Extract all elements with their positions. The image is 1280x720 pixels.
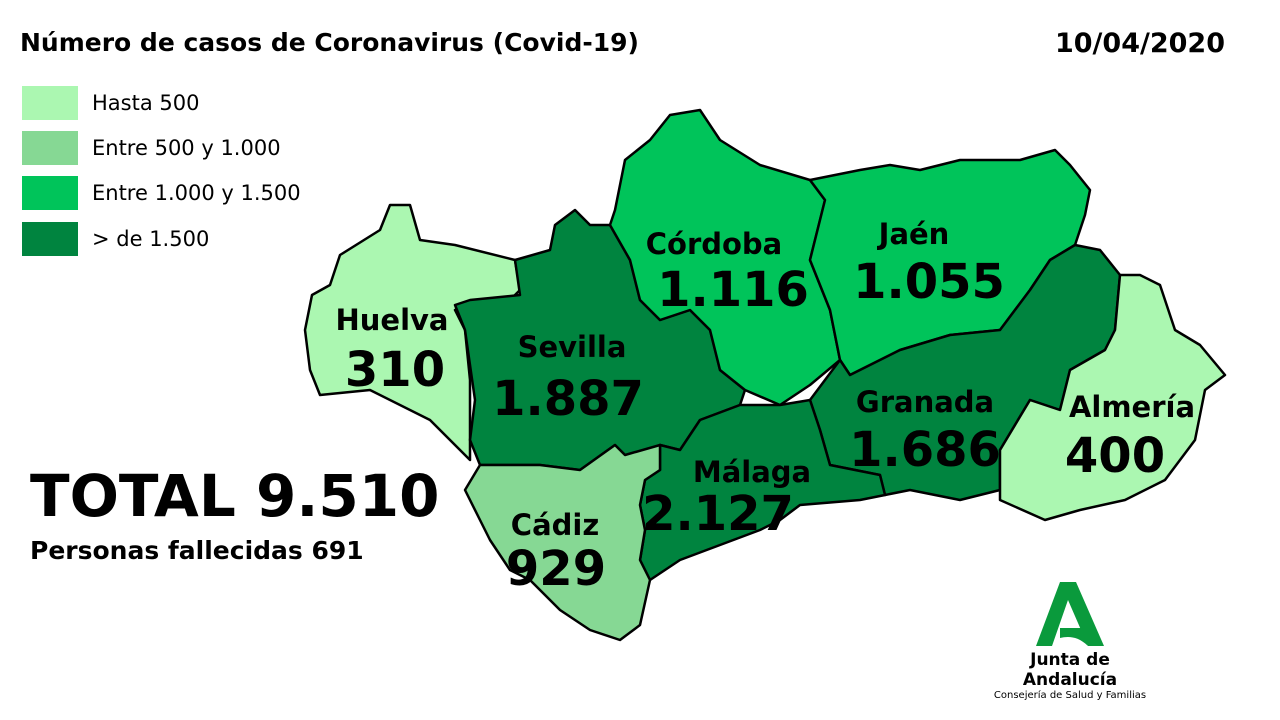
province-name: Córdoba — [646, 227, 783, 261]
province-value: 2.127 — [642, 486, 794, 542]
logo-subtitle: Consejería de Salud y Familias — [993, 690, 1147, 701]
legend-item: Entre 500 y 1.000 — [22, 131, 281, 165]
logo-name: Junta de Andalucía — [1022, 650, 1118, 690]
province-name: Cádiz — [511, 508, 599, 542]
legend-label: Entre 1.000 y 1.500 — [92, 181, 301, 205]
legend-item: Hasta 500 — [22, 86, 199, 120]
legend-item: > de 1.500 — [22, 222, 209, 256]
date-label: 10/04/2020 — [1054, 28, 1225, 59]
legend-swatch — [22, 176, 78, 210]
province-name: Almería — [1069, 390, 1195, 424]
junta-andalucia-logo: Junta de Andalucía Consejería de Salud y… — [985, 580, 1155, 701]
legend-item: Entre 1.000 y 1.500 — [22, 176, 301, 210]
province-value: 1.055 — [853, 254, 1005, 310]
legend-swatch — [22, 222, 78, 256]
map-title: Número de casos de Coronavirus (Covid-19… — [20, 28, 639, 57]
legend-label: Entre 500 y 1.000 — [92, 136, 281, 160]
province-value: 400 — [1065, 428, 1165, 484]
province-cadiz[interactable] — [463, 443, 662, 642]
province-name: Jaén — [877, 217, 950, 251]
province-name: Huelva — [336, 303, 449, 337]
legend-label: > de 1.500 — [92, 227, 210, 251]
province-value: 1.116 — [657, 262, 809, 318]
legend-label: Hasta 500 — [92, 91, 200, 115]
province-almeria[interactable] — [998, 273, 1227, 522]
legend-swatch — [22, 131, 78, 165]
province-value: 1.686 — [849, 422, 1001, 478]
province-value: 929 — [506, 541, 606, 597]
total-cases: TOTAL 9.510 — [30, 462, 440, 530]
deaths-count: Personas fallecidas 691 — [30, 536, 364, 565]
province-name: Sevilla — [518, 330, 627, 364]
logo-a-icon — [1036, 582, 1104, 646]
legend-swatch — [22, 86, 78, 120]
province-value: 310 — [345, 342, 445, 398]
province-name: Málaga — [693, 455, 811, 489]
province-value: 1.887 — [492, 371, 644, 427]
province-name: Granada — [856, 385, 994, 419]
